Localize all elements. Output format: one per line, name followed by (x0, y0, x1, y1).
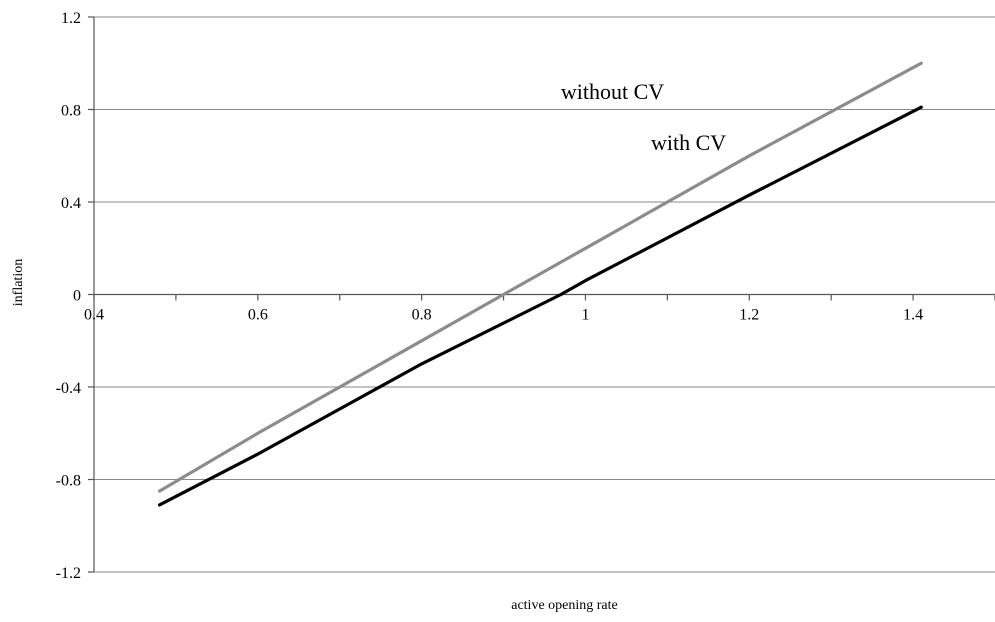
y-tick-label-0: -1.2 (56, 565, 81, 582)
axes (88, 16, 995, 573)
series-line-0 (157, 61, 923, 493)
tick-labels: -1.2-0.8-0.400.40.81.20.4 0.6 0.8 1 1.2 1.4 (56, 10, 923, 582)
y-tick-label-3: 0 (73, 288, 81, 305)
y-axis-label: inflation (11, 259, 26, 306)
x-tick-label-5: 1.4 (903, 307, 923, 324)
series-lines (157, 61, 923, 507)
x-tick-label-1: 0.6 (248, 307, 268, 324)
gridlines (94, 16, 995, 573)
x-axis-label: active opening rate (511, 598, 618, 613)
x-tick-label-4: 1.2 (739, 307, 759, 324)
y-tick-label-1: -0.8 (56, 473, 81, 490)
y-tick-label-5: 0.8 (61, 103, 81, 120)
y-tick-label-6: 1.2 (61, 10, 81, 27)
y-tick-label-4: 0.4 (61, 195, 81, 212)
y-tick-label-2: -0.4 (56, 380, 81, 397)
annotations: without CV with CV (561, 79, 726, 155)
x-tick-label-2: 0.8 (412, 307, 432, 324)
x-tick-label-0: 0.4 (84, 307, 104, 324)
series-line-1 (157, 105, 923, 507)
annotation-0: without CV (561, 79, 664, 104)
annotation-1: with CV (651, 130, 726, 155)
x-tick-label-3: 1 (581, 307, 589, 324)
